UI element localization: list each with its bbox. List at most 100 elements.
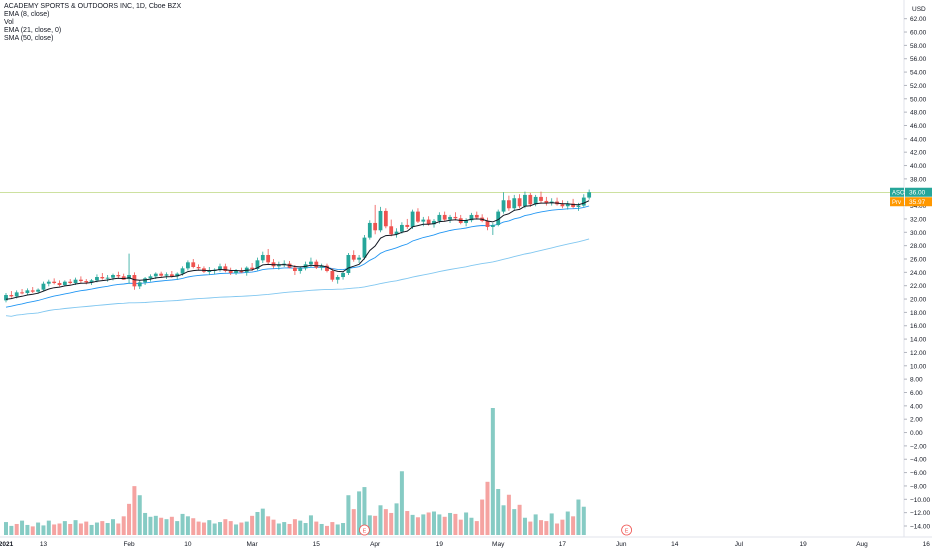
candle xyxy=(319,263,324,271)
candle xyxy=(528,192,533,207)
y-tick-label: 26.00 xyxy=(910,256,927,263)
candle-body xyxy=(325,265,329,272)
volume-bar xyxy=(308,515,313,535)
candle xyxy=(544,196,549,206)
candle-body xyxy=(79,279,83,282)
volume-bar xyxy=(121,516,126,535)
candle-body xyxy=(437,214,442,221)
candle xyxy=(512,194,517,211)
candle-body xyxy=(507,200,511,209)
volume-bar xyxy=(528,521,533,535)
candle-body xyxy=(528,194,533,205)
volume-bar xyxy=(539,520,543,535)
volume-bar xyxy=(351,509,356,535)
y-tick-label: 28.00 xyxy=(910,243,927,250)
candle-body xyxy=(164,274,169,276)
candle xyxy=(469,212,474,223)
volume-bar xyxy=(169,516,174,535)
legend-volume[interactable]: Vol xyxy=(4,19,14,26)
volume-bar xyxy=(30,526,35,535)
volume-bar xyxy=(271,519,276,535)
candle-body xyxy=(314,261,319,268)
candle xyxy=(4,293,8,303)
y-tick-label: 24.00 xyxy=(910,270,927,277)
candle xyxy=(143,277,147,286)
volume-bar xyxy=(164,519,169,535)
volume-bar xyxy=(549,513,554,535)
candle-body xyxy=(464,220,468,223)
candle-body xyxy=(57,283,62,286)
volume-bar xyxy=(517,504,522,535)
candle xyxy=(442,211,447,222)
legend-sma50[interactable]: SMA (50, close) xyxy=(4,35,54,42)
candle xyxy=(164,272,169,280)
volume-bar xyxy=(469,517,474,535)
candle-body xyxy=(389,226,394,235)
candle xyxy=(298,266,303,274)
candle xyxy=(539,191,543,204)
y-tick-label: 50.00 xyxy=(910,96,927,103)
candle-body xyxy=(46,281,51,284)
candle xyxy=(485,217,490,231)
volume-bar xyxy=(399,471,404,535)
legend-ema21[interactable]: EMA (21, close, 0) xyxy=(4,27,62,34)
y-tick-label: 60.00 xyxy=(910,30,927,37)
volume-bar xyxy=(448,512,453,535)
candle-body xyxy=(490,224,495,227)
volume-bar xyxy=(555,523,560,535)
y-tick-label: 12.00 xyxy=(910,350,927,357)
candle xyxy=(148,274,153,282)
y-tick-label: 42.00 xyxy=(910,150,927,157)
volume-bar xyxy=(565,511,570,535)
candle xyxy=(565,200,570,210)
volume-bar xyxy=(20,520,25,535)
earnings-circle xyxy=(621,524,632,536)
candle xyxy=(244,266,249,276)
candle-body xyxy=(62,281,67,286)
candle-body xyxy=(448,216,452,220)
volume-bar xyxy=(132,486,137,535)
candle-body xyxy=(357,257,361,260)
candle-body xyxy=(378,210,383,231)
volume-bar xyxy=(394,503,399,535)
candle-body xyxy=(127,275,131,280)
volume-bar xyxy=(228,521,233,535)
candle-body xyxy=(207,271,212,273)
y-tick-label: 62.00 xyxy=(910,16,927,23)
volume-bar xyxy=(330,522,335,535)
candle xyxy=(501,192,506,214)
candle-body xyxy=(100,277,105,279)
candle xyxy=(57,280,62,287)
candle xyxy=(458,214,463,225)
volume-bar xyxy=(41,525,46,535)
legend-ema8[interactable]: EMA (8, close) xyxy=(4,11,50,18)
candle xyxy=(314,259,319,270)
symbol-price-badge: ASO 36.00 xyxy=(890,187,932,197)
candle xyxy=(389,219,394,237)
volume-bar xyxy=(153,515,158,535)
y-tick-label: −14.00 xyxy=(910,523,930,530)
candle xyxy=(100,273,105,280)
candle-body xyxy=(367,222,372,238)
volume-bar xyxy=(191,518,196,535)
y-tick-label: 30.00 xyxy=(910,230,927,237)
candle-body xyxy=(186,262,190,269)
volume-bar xyxy=(341,523,346,535)
volume-bar xyxy=(137,495,142,535)
candle-body xyxy=(400,224,404,232)
candle-body xyxy=(196,267,201,269)
candle xyxy=(474,211,479,220)
legend-symbol-title[interactable]: ACADEMY SPORTS & OUTDOORS INC, 1D, Cboe … xyxy=(4,3,182,10)
y-tick-label: 44.00 xyxy=(910,136,927,143)
candle xyxy=(490,222,495,235)
candle xyxy=(52,278,57,285)
candle xyxy=(105,275,110,282)
volume-bar xyxy=(581,506,586,535)
volume-bar xyxy=(244,521,249,535)
candle xyxy=(448,214,452,223)
candle-body xyxy=(14,292,19,297)
candle-body xyxy=(121,276,126,280)
volume-bar xyxy=(373,515,378,535)
